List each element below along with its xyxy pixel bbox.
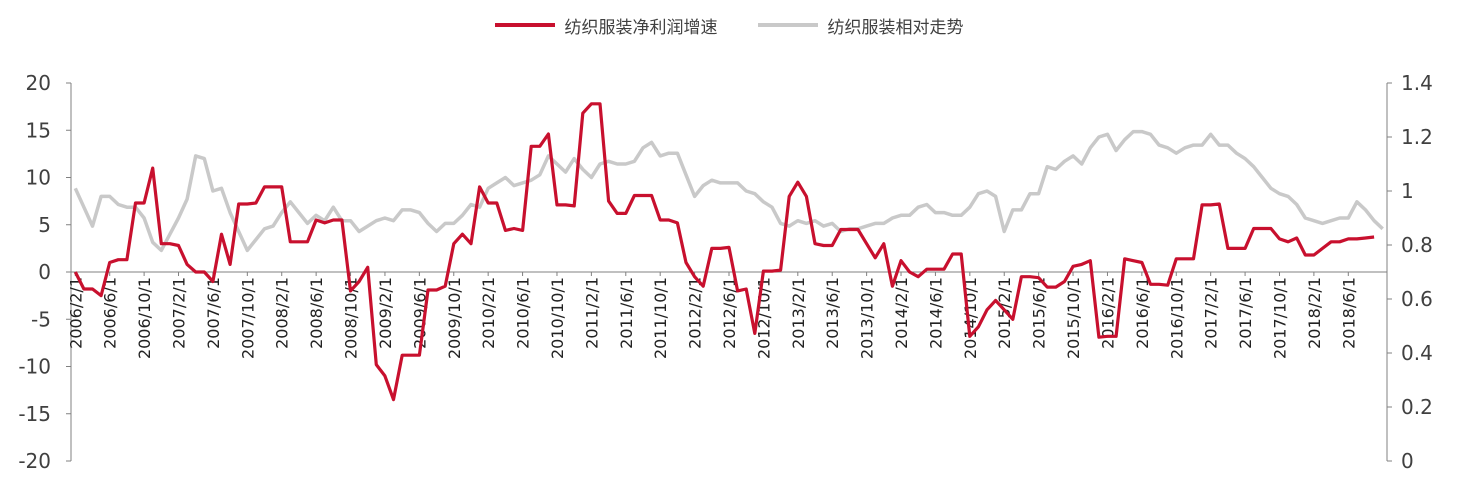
x-tick-label: 2017/10/1: [1270, 277, 1289, 359]
right-y-tick-label: 0: [1401, 449, 1414, 473]
x-tick-label: 2006/10/1: [135, 277, 154, 359]
x-tick-label: 2011/6/1: [617, 277, 636, 349]
x-tick-label: 2015/2/1: [995, 277, 1014, 349]
left-y-tick-label: 20: [26, 71, 51, 95]
x-tick-label: 2014/6/1: [926, 277, 945, 349]
left-y-tick-label: -20: [18, 449, 51, 473]
right-y-tick-label: 1: [1401, 179, 1414, 203]
legend-label-profit-growth: 纺织服装净利润增速: [564, 17, 718, 38]
x-tick-label: 2007/10/1: [238, 277, 257, 359]
series-line-profit-growth: [73, 102, 1375, 402]
x-tick-label: 2008/10/1: [342, 277, 361, 359]
x-tick-label: 2010/10/1: [548, 277, 567, 359]
left-y-tick-label: 15: [26, 118, 51, 142]
x-tick-label: 2011/2/1: [582, 277, 601, 349]
right-y-tick-label: 0.2: [1401, 395, 1433, 419]
x-tick-label: 2012/2/1: [686, 277, 705, 349]
x-tick-label: 2018/2/1: [1305, 277, 1324, 349]
right-y-tick-label: 0.6: [1401, 287, 1433, 311]
legend-swatch-relative-trend: [757, 23, 818, 27]
x-tick-label: 2014/2/1: [892, 277, 911, 349]
x-tick-label: 2009/2/1: [376, 277, 395, 349]
x-tick-label: 2007/6/1: [204, 277, 223, 349]
x-tick-label: 2013/6/1: [823, 277, 842, 349]
left-y-tick-label: 10: [26, 166, 51, 190]
x-tick-label: 2018/6/1: [1339, 277, 1358, 349]
left-y-tick-label: 0: [38, 260, 51, 284]
x-tick-label: 2013/10/1: [858, 277, 877, 359]
legend: 纺织服装净利润增速 纺织服装相对走势: [0, 10, 1458, 40]
x-tick-label: 2017/2/1: [1202, 277, 1221, 349]
x-tick-label: 2010/2/1: [479, 277, 498, 349]
x-tick-label: 2017/6/1: [1236, 277, 1255, 349]
x-tick-label: 2006/6/1: [101, 277, 120, 349]
legend-item-profit-growth: 纺织服装净利润增速: [494, 13, 718, 38]
right-y-tick-label: 1.4: [1401, 71, 1433, 95]
x-tick-label: 2011/10/1: [651, 277, 670, 359]
left-y-tick-label: -5: [31, 307, 51, 331]
legend-label-relative-trend: 纺织服装相对走势: [827, 17, 964, 38]
x-tick-label: 2009/10/1: [445, 277, 464, 359]
x-tick-label: 2015/6/1: [1030, 277, 1049, 349]
x-tick-label: 2006/2/1: [66, 277, 85, 349]
x-tick-label: 2016/10/1: [1167, 277, 1186, 359]
left-y-tick-label: -10: [18, 355, 51, 379]
right-y-tick-label: 1.2: [1401, 125, 1433, 149]
right-y-tick-label: 0.4: [1401, 341, 1433, 365]
x-tick-label: 2009/6/1: [410, 277, 429, 349]
x-tick-label: 2012/6/1: [720, 277, 739, 349]
x-tick-label: 2010/6/1: [514, 277, 533, 349]
x-tick-label: 2016/2/1: [1098, 277, 1117, 349]
legend-item-relative-trend: 纺织服装相对走势: [757, 13, 964, 38]
x-tick-label: 2008/2/1: [273, 277, 292, 349]
left-y-tick-label: 5: [38, 213, 51, 237]
legend-swatch-profit-growth: [494, 23, 555, 27]
x-tick-label: 2008/6/1: [307, 277, 326, 349]
x-tick-label: 2013/2/1: [789, 277, 808, 349]
series-line-relative-trend: [73, 129, 1384, 253]
left-y-tick-label: -15: [18, 402, 51, 426]
x-tick-label: 2015/10/1: [1064, 277, 1083, 359]
x-tick-label: 2007/2/1: [170, 277, 189, 349]
x-tick-label: 2016/6/1: [1133, 277, 1152, 349]
right-y-tick-label: 0.8: [1401, 233, 1433, 257]
